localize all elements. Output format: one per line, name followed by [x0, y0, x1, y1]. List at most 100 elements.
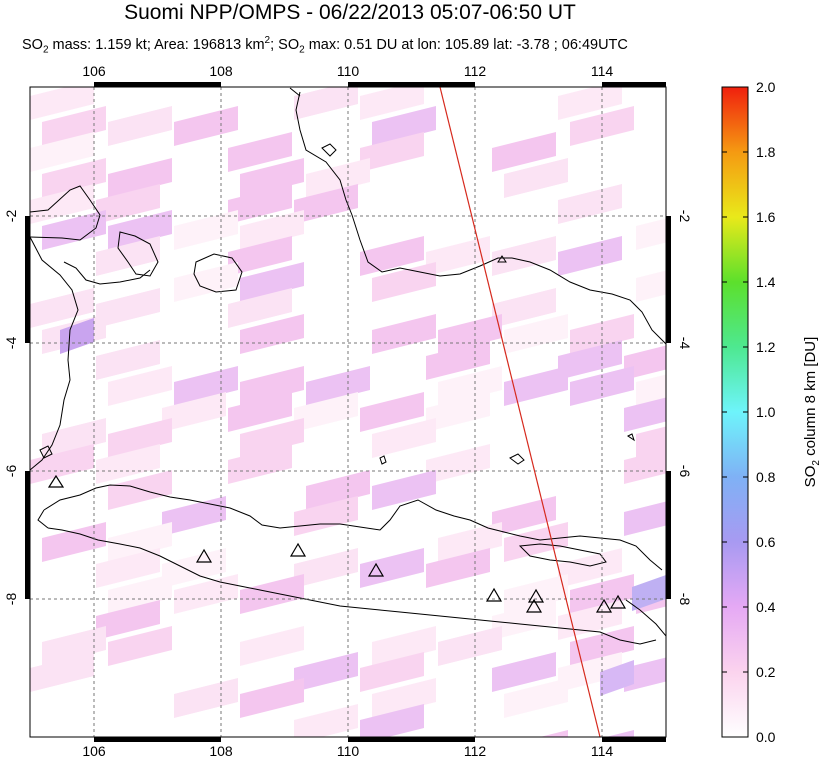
so2-pixel	[426, 548, 490, 588]
so2-pixel	[360, 392, 424, 432]
so2-pixel	[294, 704, 358, 737]
so2-pixel	[96, 236, 160, 276]
so2-pixel	[96, 288, 160, 328]
so2-pixel	[30, 652, 94, 692]
colorbar-tick-label: 0.0	[756, 729, 776, 745]
so2-pixel	[30, 184, 94, 224]
map-title: Suomi NPP/OMPS - 06/22/2013 05:07-06:50 …	[124, 1, 576, 24]
so2-pixel	[636, 426, 666, 458]
so2-pixel	[240, 314, 304, 354]
so2-pixel	[108, 366, 172, 406]
lon-tick-label-top: 106	[82, 63, 106, 79]
swath-edge-line	[439, 86, 601, 738]
so2-pixel	[372, 626, 436, 666]
so2-pixel	[624, 449, 666, 484]
so2-pixel	[492, 652, 556, 692]
so2-pixel	[306, 470, 370, 510]
so2-pixel	[174, 210, 238, 250]
so2-pixel	[42, 626, 106, 666]
so2-pixels	[30, 87, 666, 737]
volcano-markers	[47, 474, 627, 613]
so2-pixel	[42, 158, 106, 198]
lat-tick-label-right: -6	[677, 465, 693, 478]
so2-pixel	[558, 184, 622, 224]
so2-pixel	[30, 132, 94, 172]
so2-pixel	[162, 392, 226, 432]
so2-pixel	[228, 132, 292, 172]
so2-pixel	[504, 158, 568, 198]
so2-pixel	[372, 418, 436, 458]
triangle-icon	[367, 562, 385, 577]
colorbar-tick-label: 2.0	[756, 79, 776, 95]
so2-pixel	[540, 730, 568, 737]
so2-pixel	[360, 704, 424, 737]
so2-pixel	[438, 314, 502, 354]
so2-pixel	[624, 657, 666, 692]
so2-pixel	[30, 87, 94, 120]
so2-pixel	[162, 548, 226, 588]
triangle-icon	[485, 587, 503, 602]
so2-pixel	[504, 314, 568, 354]
graticule	[30, 87, 666, 737]
so2-pixel	[42, 522, 106, 562]
triangle-icon	[527, 588, 545, 603]
so2-pixel	[228, 184, 292, 224]
so2-pixel	[360, 548, 424, 588]
so2-pixel	[240, 626, 304, 666]
triangle-icon	[525, 598, 543, 613]
so2-pixel	[360, 87, 424, 120]
so2-pixel	[636, 218, 666, 250]
so2-pixel	[96, 184, 160, 224]
so2-pixel	[372, 470, 436, 510]
so2-pixel	[42, 210, 106, 250]
so2-pixel	[492, 132, 556, 172]
colorbar-tick-label: 0.6	[756, 534, 776, 550]
so2-pixel	[558, 236, 622, 276]
so2-pixel	[492, 496, 556, 536]
colorbar-tick-label: 1.4	[756, 274, 776, 290]
so2-pixel	[360, 236, 424, 276]
so2-pixel	[558, 548, 622, 588]
triangle-icon	[609, 594, 627, 609]
triangle-icon	[195, 548, 213, 563]
so2-pixel	[240, 418, 304, 458]
lon-tick-label-top: 112	[464, 63, 487, 79]
lat-tick-label-right: -8	[677, 593, 693, 606]
colorbar-tick-label: 1.0	[756, 404, 776, 420]
so2-pixel	[504, 678, 568, 718]
so2-pixel	[558, 87, 622, 120]
colorbar-tick-label: 0.4	[756, 599, 776, 615]
so2-pixel	[294, 392, 358, 432]
so2-pixel	[360, 132, 424, 172]
so2-pixel	[30, 288, 94, 328]
so2-pixel	[108, 470, 172, 510]
so2-pixel	[240, 262, 304, 302]
so2-pixel	[558, 652, 622, 692]
so2-pixel	[558, 340, 622, 380]
so2-pixel	[96, 444, 160, 484]
lon-tick-label-bottom: 110	[337, 743, 360, 759]
so2-pixel	[108, 574, 172, 614]
so2-pixel	[174, 574, 238, 614]
lon-tick-label-bottom: 108	[209, 743, 233, 759]
so2-pixel	[624, 345, 666, 380]
so2-pixel	[438, 366, 502, 406]
lat-tick-label-left: -2	[3, 210, 19, 223]
so2-pixel	[606, 730, 634, 737]
triangle-icon	[47, 474, 65, 488]
so2-pixel	[228, 288, 292, 328]
so2-pixel	[108, 522, 172, 562]
so2-pixel	[294, 496, 358, 536]
so2-pixel	[174, 366, 238, 406]
so2-pixel	[624, 501, 666, 536]
lon-tick-label-bottom: 112	[464, 743, 487, 759]
so2-pixel	[30, 444, 94, 484]
triangle-icon	[289, 542, 307, 557]
so2-pixel	[372, 678, 436, 718]
so2-pixel	[240, 366, 304, 406]
lon-tick-label-top: 110	[337, 63, 360, 79]
so2-pixel	[632, 575, 666, 611]
so2-pixel	[600, 660, 634, 696]
so2-pixel	[162, 496, 226, 536]
